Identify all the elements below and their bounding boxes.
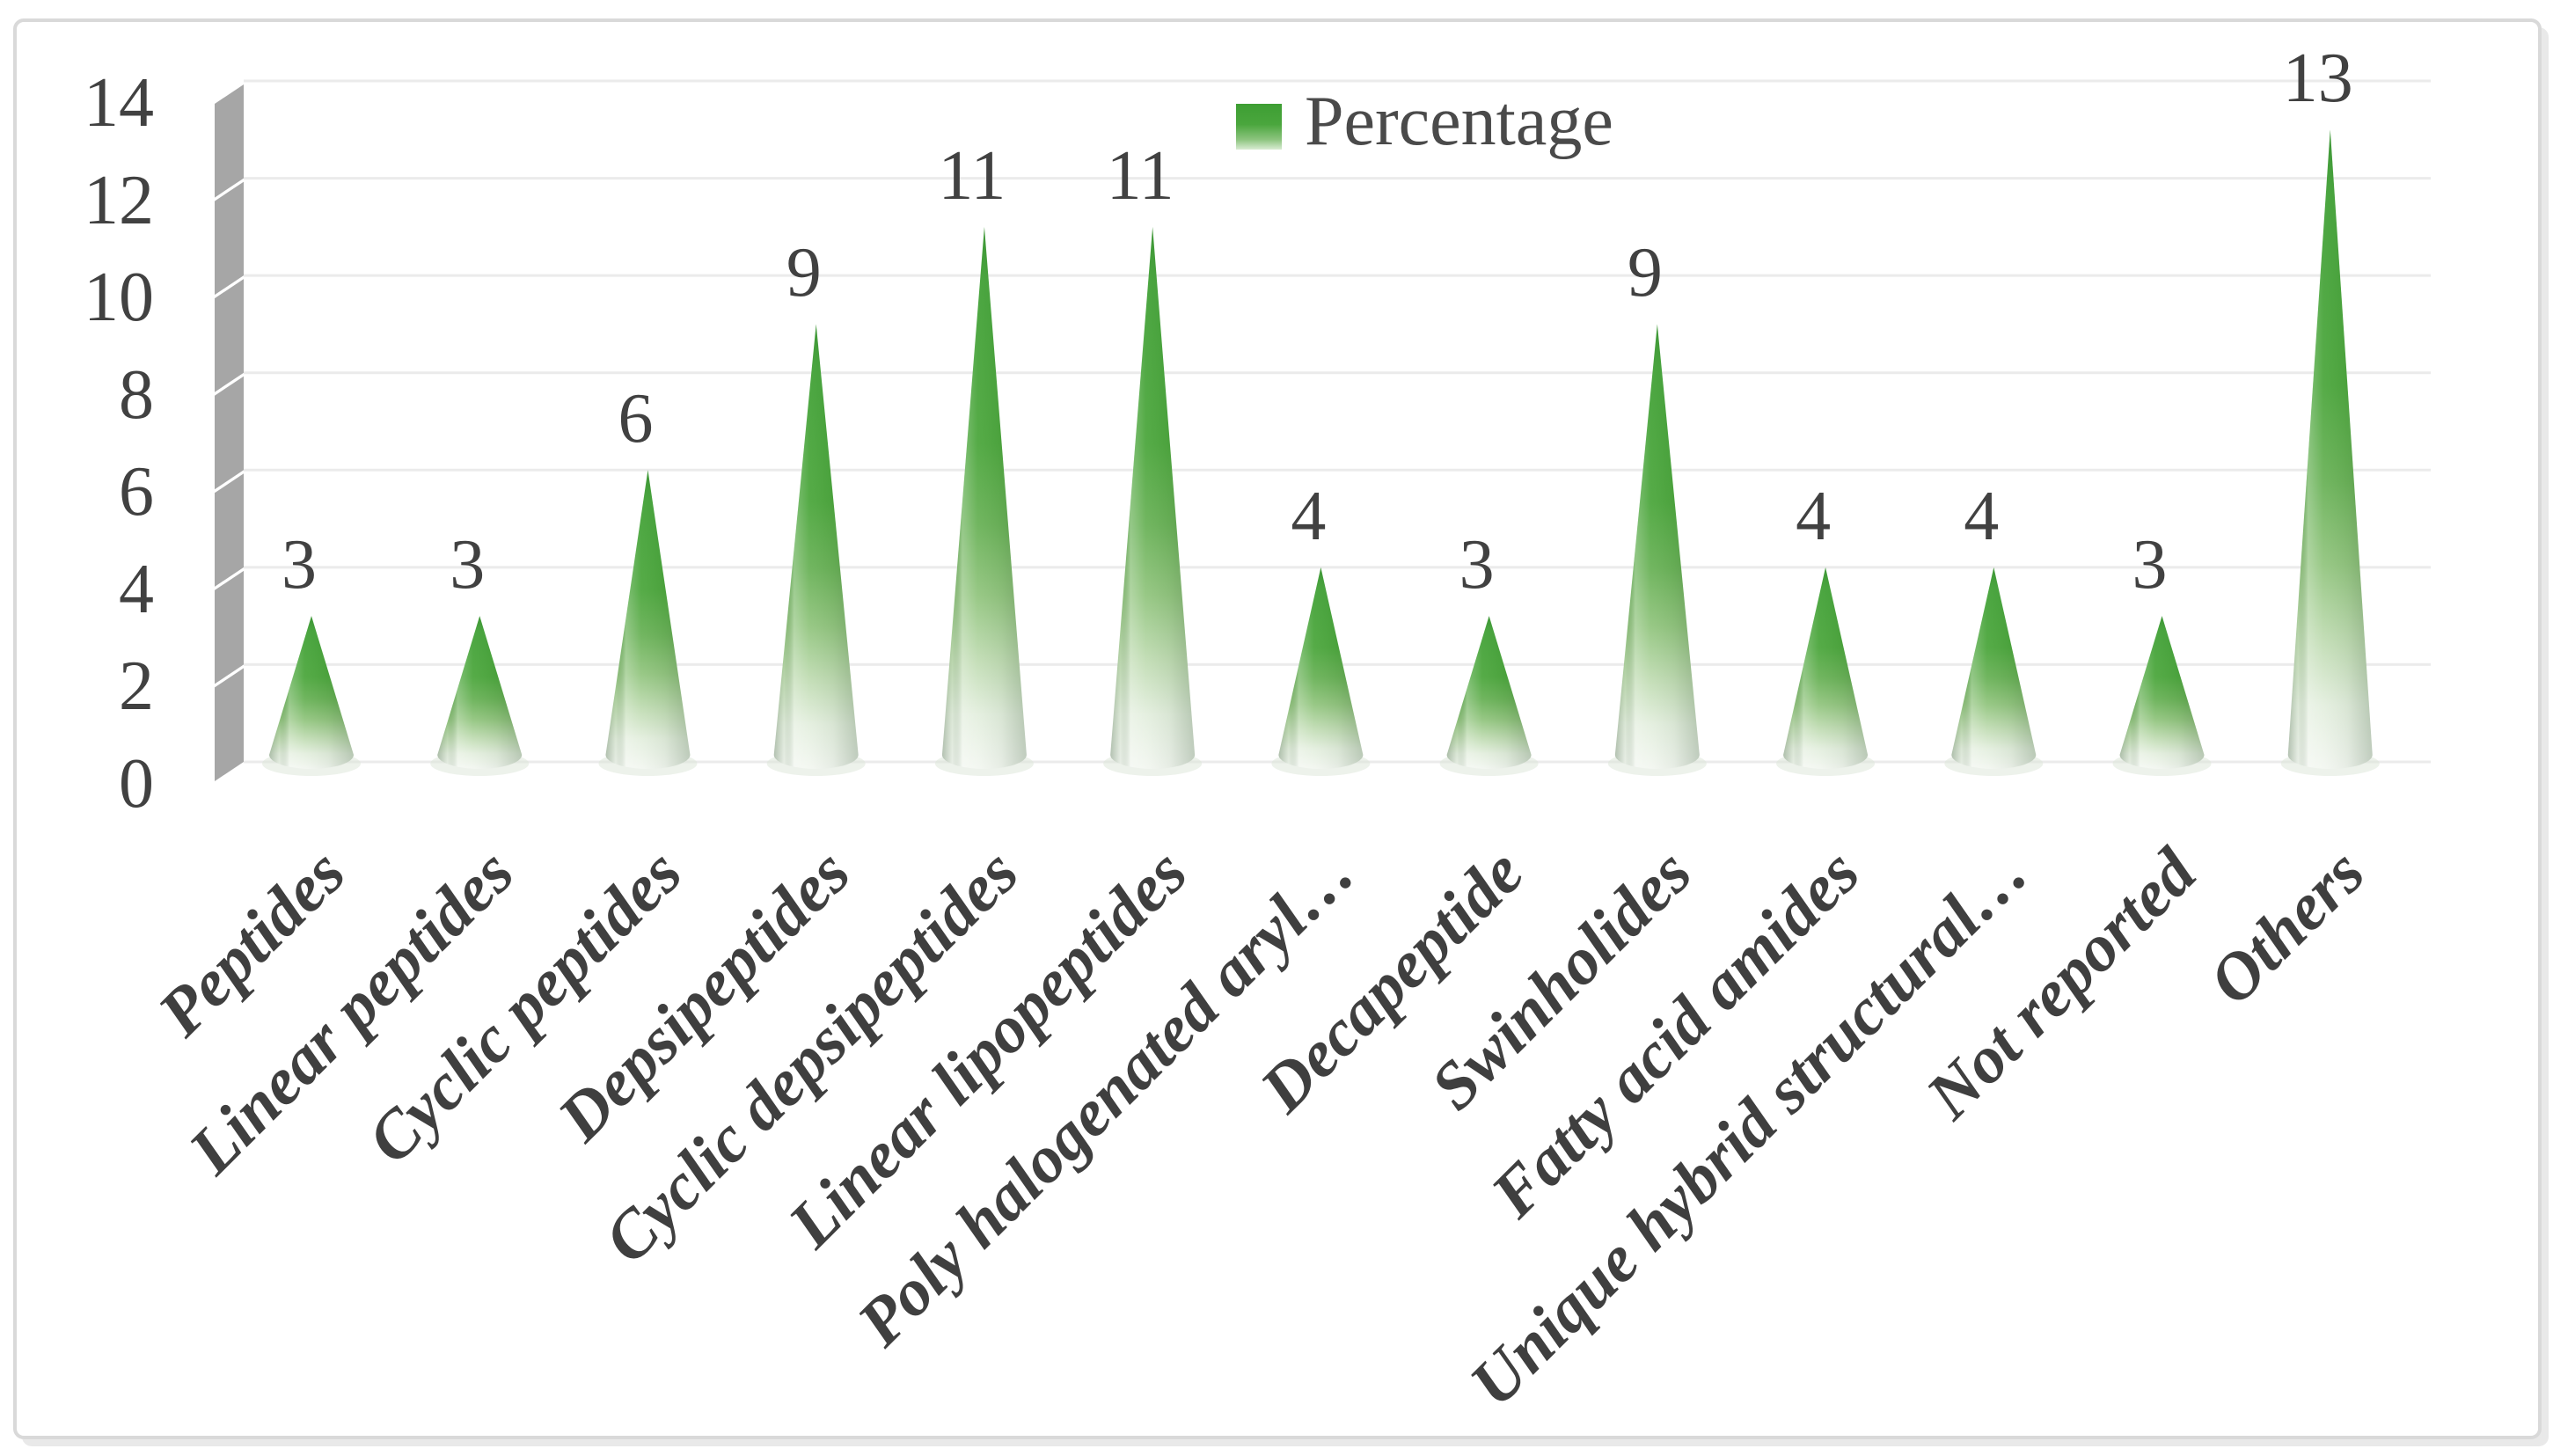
cone-bar-shading: [269, 616, 354, 769]
chart-legend: Percentage: [1236, 86, 1613, 157]
cone-bar-shading: [2287, 129, 2373, 770]
cone-bar-shading: [605, 470, 691, 769]
data-label: 4: [1964, 477, 2000, 555]
y-axis-wall-segment: [215, 473, 244, 587]
y-axis-tick-label: 0: [119, 745, 154, 823]
y-axis-wall-segment: [215, 570, 244, 684]
cone-bar-shading: [773, 324, 859, 769]
figure-frame: [13, 18, 2542, 1439]
y-axis-wall-segment: [215, 84, 244, 198]
data-label: 11: [1106, 136, 1174, 215]
data-label: 4: [1291, 477, 1327, 555]
data-label: 4: [1796, 477, 1832, 555]
data-label: 3: [2132, 526, 2168, 604]
y-axis-tick-label: 8: [119, 355, 154, 434]
data-label: 11: [938, 136, 1006, 215]
data-label: 9: [1627, 234, 1663, 312]
data-label: 13: [2282, 40, 2353, 118]
legend-swatch-percentage-icon: [1236, 104, 1282, 150]
data-label: 3: [282, 526, 317, 604]
y-axis-tick-label: 10: [84, 259, 154, 337]
legend-label: Percentage: [1305, 83, 1613, 160]
cone-bar-shading: [1110, 226, 1196, 769]
data-label: 6: [618, 380, 654, 458]
cone-bar-shading: [437, 616, 523, 769]
y-axis-tick-label: 6: [119, 453, 154, 531]
data-label: 3: [1459, 526, 1495, 604]
y-axis-tick-label: 14: [84, 64, 154, 142]
cone-bar-shading: [2119, 616, 2205, 769]
y-axis-tick-label: 12: [84, 161, 154, 239]
cone-bar-shading: [1783, 567, 1869, 769]
y-axis-wall-segment: [215, 668, 244, 781]
data-label: 9: [786, 234, 822, 312]
y-axis-tick-label: 4: [119, 550, 154, 628]
cone-bar-shading: [1278, 567, 1364, 769]
y-axis-wall-segment: [215, 376, 244, 490]
cone-bar-shading: [941, 226, 1027, 769]
y-axis-wall-segment: [215, 279, 244, 392]
cone-bar-shading: [1951, 567, 2037, 769]
y-axis-wall-segment: [215, 181, 244, 296]
data-label: 3: [450, 526, 486, 604]
cone-bar-shading: [1446, 616, 1532, 769]
cone-bar-shading: [1614, 324, 1700, 769]
y-axis-tick-label: 2: [119, 648, 154, 726]
